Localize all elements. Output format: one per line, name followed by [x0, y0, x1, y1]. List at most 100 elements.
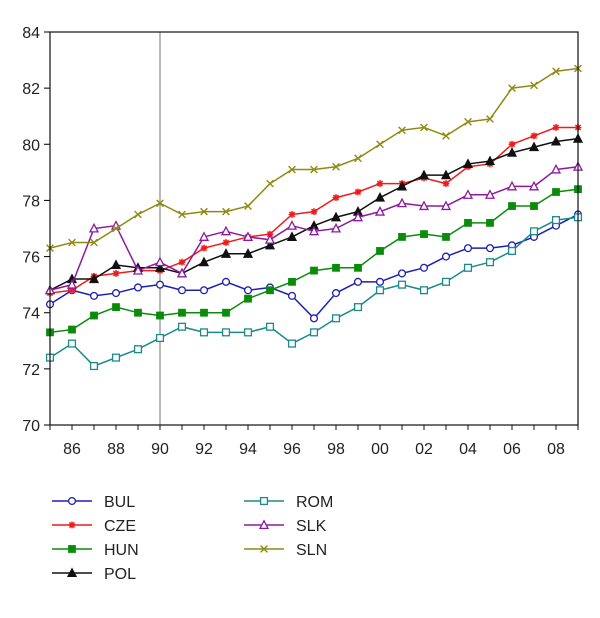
x-tick-label: 88 [107, 441, 125, 458]
data-point-pol-2002 [418, 169, 430, 180]
x-tick-label: 92 [195, 441, 213, 458]
legend-item-cze: CZE [52, 518, 136, 535]
data-point-bul-2004 [463, 244, 473, 253]
data-point-rom-1999 [353, 303, 363, 312]
data-point-sln-2008 [552, 67, 560, 76]
data-point-cze-1995 [266, 230, 274, 238]
data-point-hun-1992 [200, 308, 208, 317]
data-point-slk-2006 [506, 180, 518, 191]
data-point-bul-1988 [111, 289, 121, 298]
data-point-slk-2008 [550, 163, 562, 174]
data-point-hun-2003 [442, 233, 450, 241]
legend-item-rom: ROM [244, 494, 333, 511]
data-point-pol-2000 [374, 192, 386, 202]
data-point-cze-1999 [354, 188, 362, 196]
data-point-cze-2000 [376, 180, 384, 187]
data-point-pol-2008 [550, 135, 562, 146]
x-tick-label: 04 [459, 441, 477, 458]
data-point-slk-2001 [396, 197, 408, 208]
data-point-hun-1991 [178, 308, 186, 317]
data-point-pol-1988 [110, 259, 122, 270]
data-point-sln-1997 [310, 165, 318, 174]
data-point-hun-2006 [508, 202, 516, 210]
y-tick-label: 74 [22, 306, 40, 323]
data-point-cze-1991 [178, 258, 186, 266]
legend-label-sln: SLN [296, 542, 327, 559]
data-point-pol-2004 [462, 158, 474, 168]
data-point-slk-1998 [330, 222, 342, 233]
data-point-rom-1989 [133, 345, 143, 354]
data-point-sln-1994 [244, 202, 252, 210]
legend-item-sln: SLN [244, 542, 327, 559]
y-tick-label: 76 [22, 250, 40, 267]
data-point-hun-1995 [266, 286, 274, 295]
legend-label-slk: SLK [296, 518, 327, 535]
legend-marker-cze [68, 521, 76, 529]
data-point-bul-2001 [397, 269, 407, 278]
data-point-rom-1987 [89, 361, 99, 371]
data-point-hun-2008 [552, 188, 560, 196]
data-point-hun-1989 [134, 308, 142, 317]
data-point-cze-1998 [332, 194, 340, 202]
data-point-sln-2007 [530, 81, 538, 90]
axes: 70 72 74 76 78 80 82 84 86 88 90 92 94 96 98 00 02 04 06 08 [22, 25, 579, 458]
legend-label-bul: BUL [104, 494, 135, 511]
x-tick-label: 90 [151, 441, 169, 458]
legend-marker-sln [260, 545, 268, 553]
data-point-slk-1997 [308, 225, 320, 236]
data-point-slk-1994 [242, 231, 254, 241]
y-tick-label: 78 [22, 193, 40, 210]
data-point-sln-2003 [442, 131, 450, 140]
data-point-rom-2008 [551, 216, 561, 225]
data-point-slk-1996 [286, 220, 298, 230]
data-point-rom-1992 [199, 328, 209, 337]
data-point-hun-1996 [288, 277, 296, 286]
x-tick-label: 02 [415, 441, 433, 458]
data-point-bul-1993 [221, 277, 231, 286]
data-point-bul-1997 [309, 314, 319, 323]
legend-marker-hun [68, 545, 76, 553]
data-point-sln-1995 [266, 179, 274, 188]
data-point-hun-1994 [244, 294, 252, 303]
legend-label-hun: HUN [104, 542, 139, 559]
data-point-sln-1986 [68, 238, 76, 247]
data-point-bul-1990 [155, 280, 165, 289]
data-point-rom-1996 [287, 339, 297, 348]
x-tick-label: 98 [327, 441, 345, 458]
legend-marker-slk [258, 519, 270, 530]
data-point-sln-1993 [222, 207, 230, 216]
data-point-sln-1992 [200, 207, 208, 216]
data-point-rom-1994 [243, 328, 253, 337]
data-point-slk-2002 [418, 200, 430, 211]
data-point-pol-1998 [330, 211, 342, 222]
data-point-slk-1999 [352, 211, 364, 222]
data-point-sln-1998 [332, 162, 340, 171]
data-point-sln-2001 [398, 126, 406, 135]
data-point-pol-2007 [528, 141, 540, 152]
data-point-rom-1993 [221, 328, 231, 337]
data-point-slk-1992 [198, 231, 210, 241]
data-point-cze-1988 [112, 270, 120, 277]
data-point-rom-1986 [67, 339, 77, 348]
data-point-pol-2005 [484, 155, 496, 166]
data-point-slk-2004 [462, 189, 474, 199]
legend-marker-bul [67, 496, 77, 506]
data-point-slk-1987 [88, 222, 100, 233]
data-point-cze-2008 [552, 124, 560, 131]
data-point-rom-2003 [441, 277, 451, 286]
plot-area [44, 32, 584, 425]
data-point-hun-1993 [222, 308, 230, 317]
data-point-hun-2001 [398, 233, 406, 241]
data-point-slk-1993 [220, 225, 232, 236]
legend-item-slk: SLK [244, 518, 327, 535]
data-point-slk-2003 [440, 200, 452, 211]
data-point-hun-1990 [156, 311, 164, 320]
data-point-hun-2002 [420, 230, 428, 239]
data-point-cze-1986 [68, 286, 76, 294]
legend-label-cze: CZE [104, 518, 136, 535]
data-point-pol-1992 [198, 256, 210, 267]
data-point-bul-1994 [243, 286, 253, 295]
legend-item-pol: POL [52, 566, 136, 583]
data-point-pol-1994 [242, 248, 254, 258]
